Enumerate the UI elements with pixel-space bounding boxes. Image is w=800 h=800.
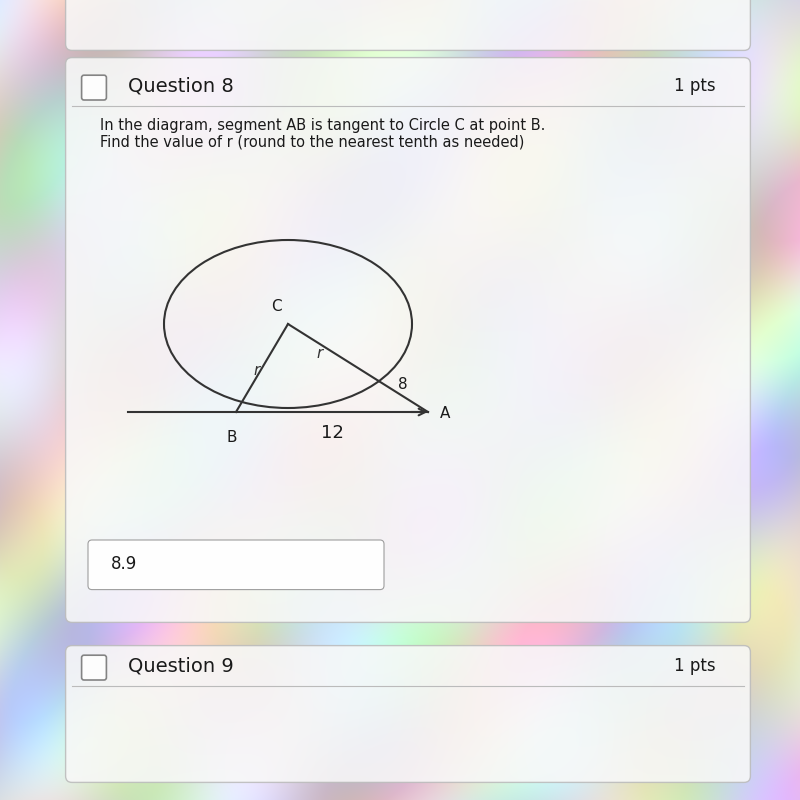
Text: r: r xyxy=(254,363,260,378)
FancyBboxPatch shape xyxy=(66,0,750,50)
Text: A: A xyxy=(440,406,450,421)
Text: 12: 12 xyxy=(321,424,343,442)
FancyBboxPatch shape xyxy=(66,646,750,782)
Text: 8: 8 xyxy=(398,377,408,392)
FancyBboxPatch shape xyxy=(82,75,106,100)
Text: Question 9: Question 9 xyxy=(128,656,234,675)
Text: 1 pts: 1 pts xyxy=(674,657,716,674)
Text: Find the value of r (round to the nearest tenth as needed): Find the value of r (round to the neares… xyxy=(100,134,524,149)
FancyBboxPatch shape xyxy=(82,655,106,680)
Text: B: B xyxy=(226,430,238,445)
Text: 1 pts: 1 pts xyxy=(674,77,716,94)
Text: In the diagram, segment AB is tangent to Circle C at point B.: In the diagram, segment AB is tangent to… xyxy=(100,118,546,133)
Text: C: C xyxy=(271,299,282,314)
FancyBboxPatch shape xyxy=(88,540,384,590)
Text: r: r xyxy=(316,346,322,361)
Text: Question 8: Question 8 xyxy=(128,76,234,95)
Text: 8.9: 8.9 xyxy=(110,555,137,573)
FancyBboxPatch shape xyxy=(66,58,750,622)
